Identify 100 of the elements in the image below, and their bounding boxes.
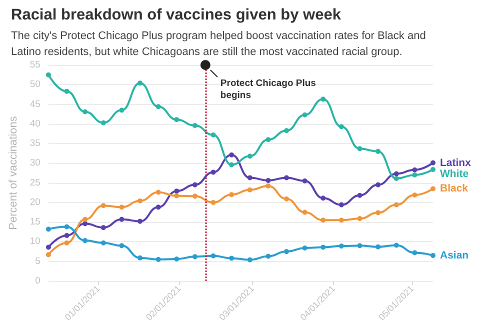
series-label: Latinx bbox=[440, 156, 472, 169]
point bbox=[320, 244, 326, 250]
point bbox=[156, 104, 161, 110]
point bbox=[156, 204, 161, 210]
point bbox=[119, 216, 124, 222]
point bbox=[357, 216, 362, 222]
point bbox=[100, 225, 106, 230]
point bbox=[357, 243, 362, 248]
point bbox=[394, 202, 399, 208]
y-tick-label: 35 bbox=[30, 138, 40, 150]
point bbox=[430, 252, 436, 258]
point bbox=[394, 171, 399, 176]
ref-line-label: Protect Chicago Plus begins bbox=[220, 78, 317, 102]
point bbox=[266, 178, 271, 183]
y-tick-label: 5 bbox=[35, 256, 40, 267]
point bbox=[412, 167, 418, 172]
y-tick-label: 30 bbox=[30, 158, 40, 169]
y-tick-label: 10 bbox=[30, 236, 40, 248]
point bbox=[192, 254, 198, 260]
point bbox=[64, 88, 70, 94]
point bbox=[430, 160, 436, 166]
y-tick-label: 45 bbox=[30, 98, 40, 110]
point bbox=[338, 202, 344, 208]
point bbox=[64, 224, 70, 230]
point bbox=[302, 178, 308, 184]
point bbox=[138, 80, 143, 86]
series-label: Black bbox=[440, 182, 468, 195]
point bbox=[82, 238, 88, 244]
point bbox=[284, 128, 290, 134]
point bbox=[46, 252, 51, 258]
point bbox=[210, 200, 216, 205]
point bbox=[119, 108, 124, 113]
point bbox=[302, 112, 308, 118]
point bbox=[430, 186, 436, 192]
point bbox=[156, 190, 161, 195]
point bbox=[156, 256, 161, 262]
point bbox=[357, 192, 362, 198]
chart-title: Racial breakdown of vaccines given by week bbox=[11, 6, 342, 24]
point bbox=[138, 198, 143, 204]
point bbox=[247, 154, 252, 159]
point bbox=[376, 182, 381, 188]
point bbox=[338, 244, 344, 249]
point bbox=[46, 244, 51, 250]
point bbox=[64, 240, 70, 246]
point bbox=[412, 172, 418, 178]
point bbox=[229, 256, 234, 261]
point bbox=[266, 254, 271, 259]
point bbox=[320, 96, 326, 102]
series-label: Asian bbox=[440, 249, 469, 262]
point bbox=[229, 152, 234, 158]
point bbox=[210, 253, 216, 258]
point bbox=[174, 117, 180, 122]
point bbox=[138, 255, 143, 260]
point bbox=[100, 203, 106, 208]
point bbox=[302, 210, 308, 215]
point bbox=[284, 175, 290, 180]
point bbox=[266, 137, 271, 142]
point bbox=[247, 175, 252, 180]
point bbox=[284, 249, 290, 254]
point bbox=[338, 124, 344, 130]
point bbox=[138, 218, 143, 224]
y-tick-label: 50 bbox=[30, 79, 40, 90]
point bbox=[119, 243, 124, 248]
point bbox=[46, 72, 51, 78]
point bbox=[210, 132, 216, 138]
point bbox=[394, 176, 399, 181]
point bbox=[394, 242, 399, 248]
point bbox=[100, 120, 106, 126]
point bbox=[302, 246, 308, 251]
point bbox=[82, 109, 88, 114]
point bbox=[210, 170, 216, 175]
point bbox=[119, 204, 124, 210]
point bbox=[46, 226, 51, 232]
point bbox=[247, 257, 252, 262]
y-tick-label: 0 bbox=[35, 276, 40, 286]
point bbox=[320, 218, 326, 223]
point bbox=[357, 146, 362, 152]
point bbox=[412, 192, 418, 198]
point bbox=[192, 182, 198, 188]
point bbox=[82, 216, 88, 222]
point bbox=[174, 188, 180, 194]
y-axis-title: Percent of vaccinations bbox=[8, 116, 20, 230]
point bbox=[376, 210, 381, 216]
point bbox=[247, 187, 252, 192]
point bbox=[376, 148, 381, 154]
point bbox=[174, 256, 180, 262]
point bbox=[82, 221, 88, 226]
point bbox=[266, 183, 271, 188]
y-tick-label: 25 bbox=[30, 177, 40, 188]
point bbox=[100, 240, 106, 246]
point bbox=[430, 166, 436, 172]
y-tick-label: 40 bbox=[30, 118, 40, 130]
point bbox=[320, 196, 326, 201]
point bbox=[338, 218, 344, 223]
point bbox=[376, 244, 381, 250]
y-tick-label: 55 bbox=[30, 60, 40, 70]
point bbox=[284, 196, 290, 202]
series-label: White bbox=[440, 168, 469, 180]
point bbox=[192, 122, 198, 128]
chart-subtitle: The city's Protect Chicago Plus program helped boost vaccination rates for Black and Latino residents, but white Chicagoans are still the most vaccinated racial group. bbox=[11, 30, 429, 58]
